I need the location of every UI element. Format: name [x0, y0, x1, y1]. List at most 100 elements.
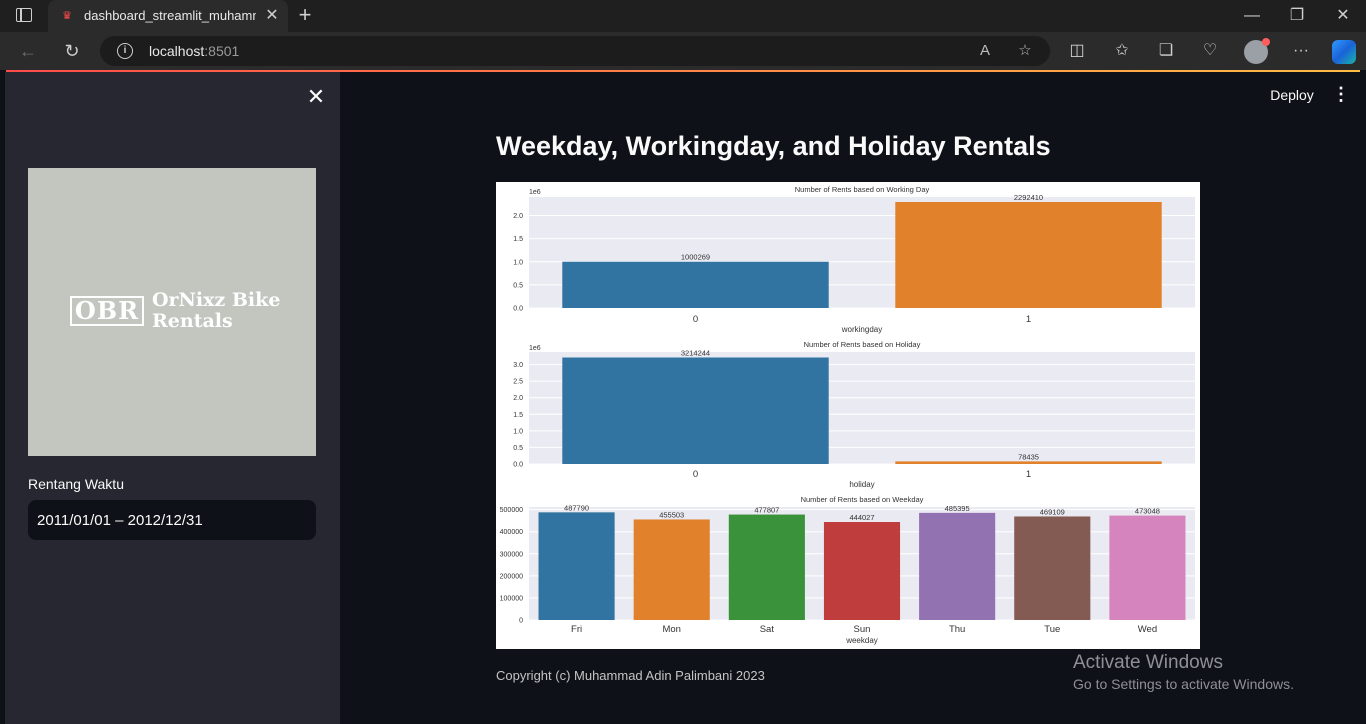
y-tick-label: 300000 — [500, 551, 523, 558]
x-tick-label: 1 — [1026, 469, 1031, 480]
sidebar: ✕ OBR OrNixz Bike Rentals Rentang Waktu — [5, 72, 340, 724]
y-tick-label: 1.0 — [513, 259, 523, 266]
profile-avatar[interactable] — [1244, 38, 1270, 64]
bar — [562, 261, 829, 308]
refresh-icon[interactable]: ↻ — [64, 41, 80, 61]
y-tick-label: 500000 — [500, 507, 523, 514]
restore-icon[interactable]: ❐ — [1289, 7, 1305, 24]
bar — [895, 461, 1162, 464]
bar — [562, 357, 829, 464]
x-tick-label: Tue — [1044, 624, 1060, 635]
browser-tab[interactable]: ♛ dashboard_streamlit_muhammad ✕ — [48, 0, 288, 32]
axis-scale-label: 1e6 — [529, 189, 541, 196]
streamlit-favicon-icon: ♛ — [62, 10, 72, 22]
x-tick-label: 1 — [1026, 314, 1031, 325]
browser-tab-bar: ♛ dashboard_streamlit_muhammad ✕ + — ❐ ✕ — [0, 0, 1366, 32]
y-tick-label: 0.0 — [513, 306, 523, 313]
activate-windows-subtitle: Go to Settings to activate Windows. — [1073, 676, 1294, 692]
logo-text: OrNixz Bike Rentals — [152, 289, 281, 332]
y-tick-label: 2.5 — [513, 379, 523, 386]
favorite-star-icon[interactable]: ☆ — [1018, 42, 1032, 59]
bar-data-label: 487790 — [564, 503, 589, 512]
site-info-icon[interactable]: i — [117, 43, 133, 59]
bar-data-label: 485395 — [945, 504, 970, 513]
deploy-button[interactable]: Deploy — [1270, 87, 1314, 103]
y-tick-label: 3.0 — [513, 362, 523, 369]
tab-close-icon[interactable]: ✕ — [265, 7, 279, 24]
bar — [919, 512, 996, 620]
new-tab-icon[interactable]: + — [298, 2, 312, 27]
x-axis-label: weekday — [845, 636, 878, 645]
bar — [728, 514, 805, 620]
more-options-icon[interactable]: ··· — [1293, 42, 1309, 59]
bar — [633, 519, 710, 620]
y-tick-label: 0.5 — [513, 445, 523, 452]
x-tick-label: Thu — [949, 624, 965, 635]
y-tick-label: 200000 — [500, 573, 523, 580]
y-tick-label: 1.0 — [513, 428, 523, 435]
bar — [823, 522, 901, 620]
y-tick-label: 1.5 — [513, 236, 523, 243]
url-text[interactable]: localhost:8501 — [149, 43, 240, 59]
read-aloud-icon[interactable]: A — [979, 42, 990, 59]
y-tick-label: 100000 — [500, 595, 523, 602]
y-tick-label: 1.5 — [513, 412, 523, 419]
x-axis-label: workingday — [841, 325, 882, 334]
rentals-chart-svg: 0.0 0.5 1.0 1.5 2.0 1e6 Number of Rents based … — [500, 185, 1195, 645]
minimize-icon[interactable]: — — [1244, 7, 1260, 24]
browser-essentials-icon[interactable]: ♡ — [1202, 42, 1218, 59]
rentals-chart-figure: 0.0 0.5 1.0 1.5 2.0 1e6 Number of Rents based … — [496, 182, 1200, 649]
company-logo: OBR OrNixz Bike Rentals — [28, 168, 316, 456]
copyright-text: Copyright (c) Muhammad Adin Palimbani 20… — [496, 668, 765, 683]
address-bar[interactable]: i localhost:8501 A ☆ — [100, 36, 1050, 66]
activate-windows-title: Activate Windows — [1073, 652, 1223, 673]
y-tick-label: 2.0 — [513, 213, 523, 220]
bar — [1109, 515, 1186, 620]
bar-data-label: 2292410 — [1014, 193, 1043, 202]
copilot-icon[interactable] — [1332, 40, 1356, 64]
y-tick-label: 2.0 — [513, 395, 523, 402]
sidebar-close-icon[interactable]: ✕ — [306, 84, 326, 109]
bar-data-label: 469109 — [1040, 507, 1065, 516]
bar-data-label: 444027 — [849, 513, 874, 522]
split-screen-icon[interactable]: ◫ — [1069, 42, 1085, 59]
favorites-icon[interactable]: ✩ — [1115, 42, 1129, 59]
x-tick-label: 0 — [693, 314, 698, 325]
logo-mark: OBR — [70, 296, 144, 326]
bar-data-label: 1000269 — [681, 253, 710, 262]
browser-toolbar: ← ↻ i localhost:8501 A ☆ ◫ ✩ ❏ ♡ ··· — [0, 32, 1366, 70]
x-tick-label: Fri — [571, 624, 582, 635]
y-tick-label: 0 — [519, 618, 523, 625]
bar-data-label: 477807 — [754, 506, 779, 515]
axis-scale-label: 1e6 — [529, 345, 541, 352]
streamlit-header-decoration — [6, 70, 1360, 72]
x-tick-label: Mon — [662, 624, 680, 635]
bar-data-label: 3214244 — [681, 348, 710, 357]
y-tick-label: 0.0 — [513, 462, 523, 469]
tab-actions-icon[interactable] — [16, 8, 32, 22]
x-axis-label: holiday — [849, 480, 874, 489]
date-range-label: Rentang Waktu — [28, 476, 124, 492]
page-title: Weekday, Workingday, and Holiday Rentals — [496, 131, 1051, 161]
bar-data-label: 473048 — [1135, 507, 1160, 516]
x-tick-label: Sun — [854, 624, 871, 635]
y-tick-label: 0.5 — [513, 282, 523, 289]
bar — [538, 512, 615, 620]
window-close-icon[interactable]: ✕ — [1336, 7, 1350, 24]
bar — [895, 201, 1162, 308]
main-menu-icon[interactable]: ⋮ — [1332, 84, 1350, 104]
bar-data-label: 78435 — [1018, 452, 1039, 461]
bar — [1014, 516, 1091, 620]
back-icon[interactable]: ← — [19, 41, 37, 61]
chart-title: Number of Rents based on Working Day — [795, 185, 930, 194]
date-range-input[interactable] — [28, 500, 316, 540]
chart-title: Number of Rents based on Weekday — [801, 495, 924, 504]
x-tick-label: 0 — [693, 469, 698, 480]
collections-icon[interactable]: ❏ — [1158, 42, 1174, 59]
x-tick-label: Sat — [760, 624, 775, 635]
x-tick-label: Wed — [1138, 624, 1157, 635]
y-tick-label: 400000 — [500, 529, 523, 536]
chart-title: Number of Rents based on Holiday — [804, 340, 921, 349]
tab-title: dashboard_streamlit_muhammad — [84, 8, 256, 23]
bar-data-label: 455503 — [659, 510, 684, 519]
